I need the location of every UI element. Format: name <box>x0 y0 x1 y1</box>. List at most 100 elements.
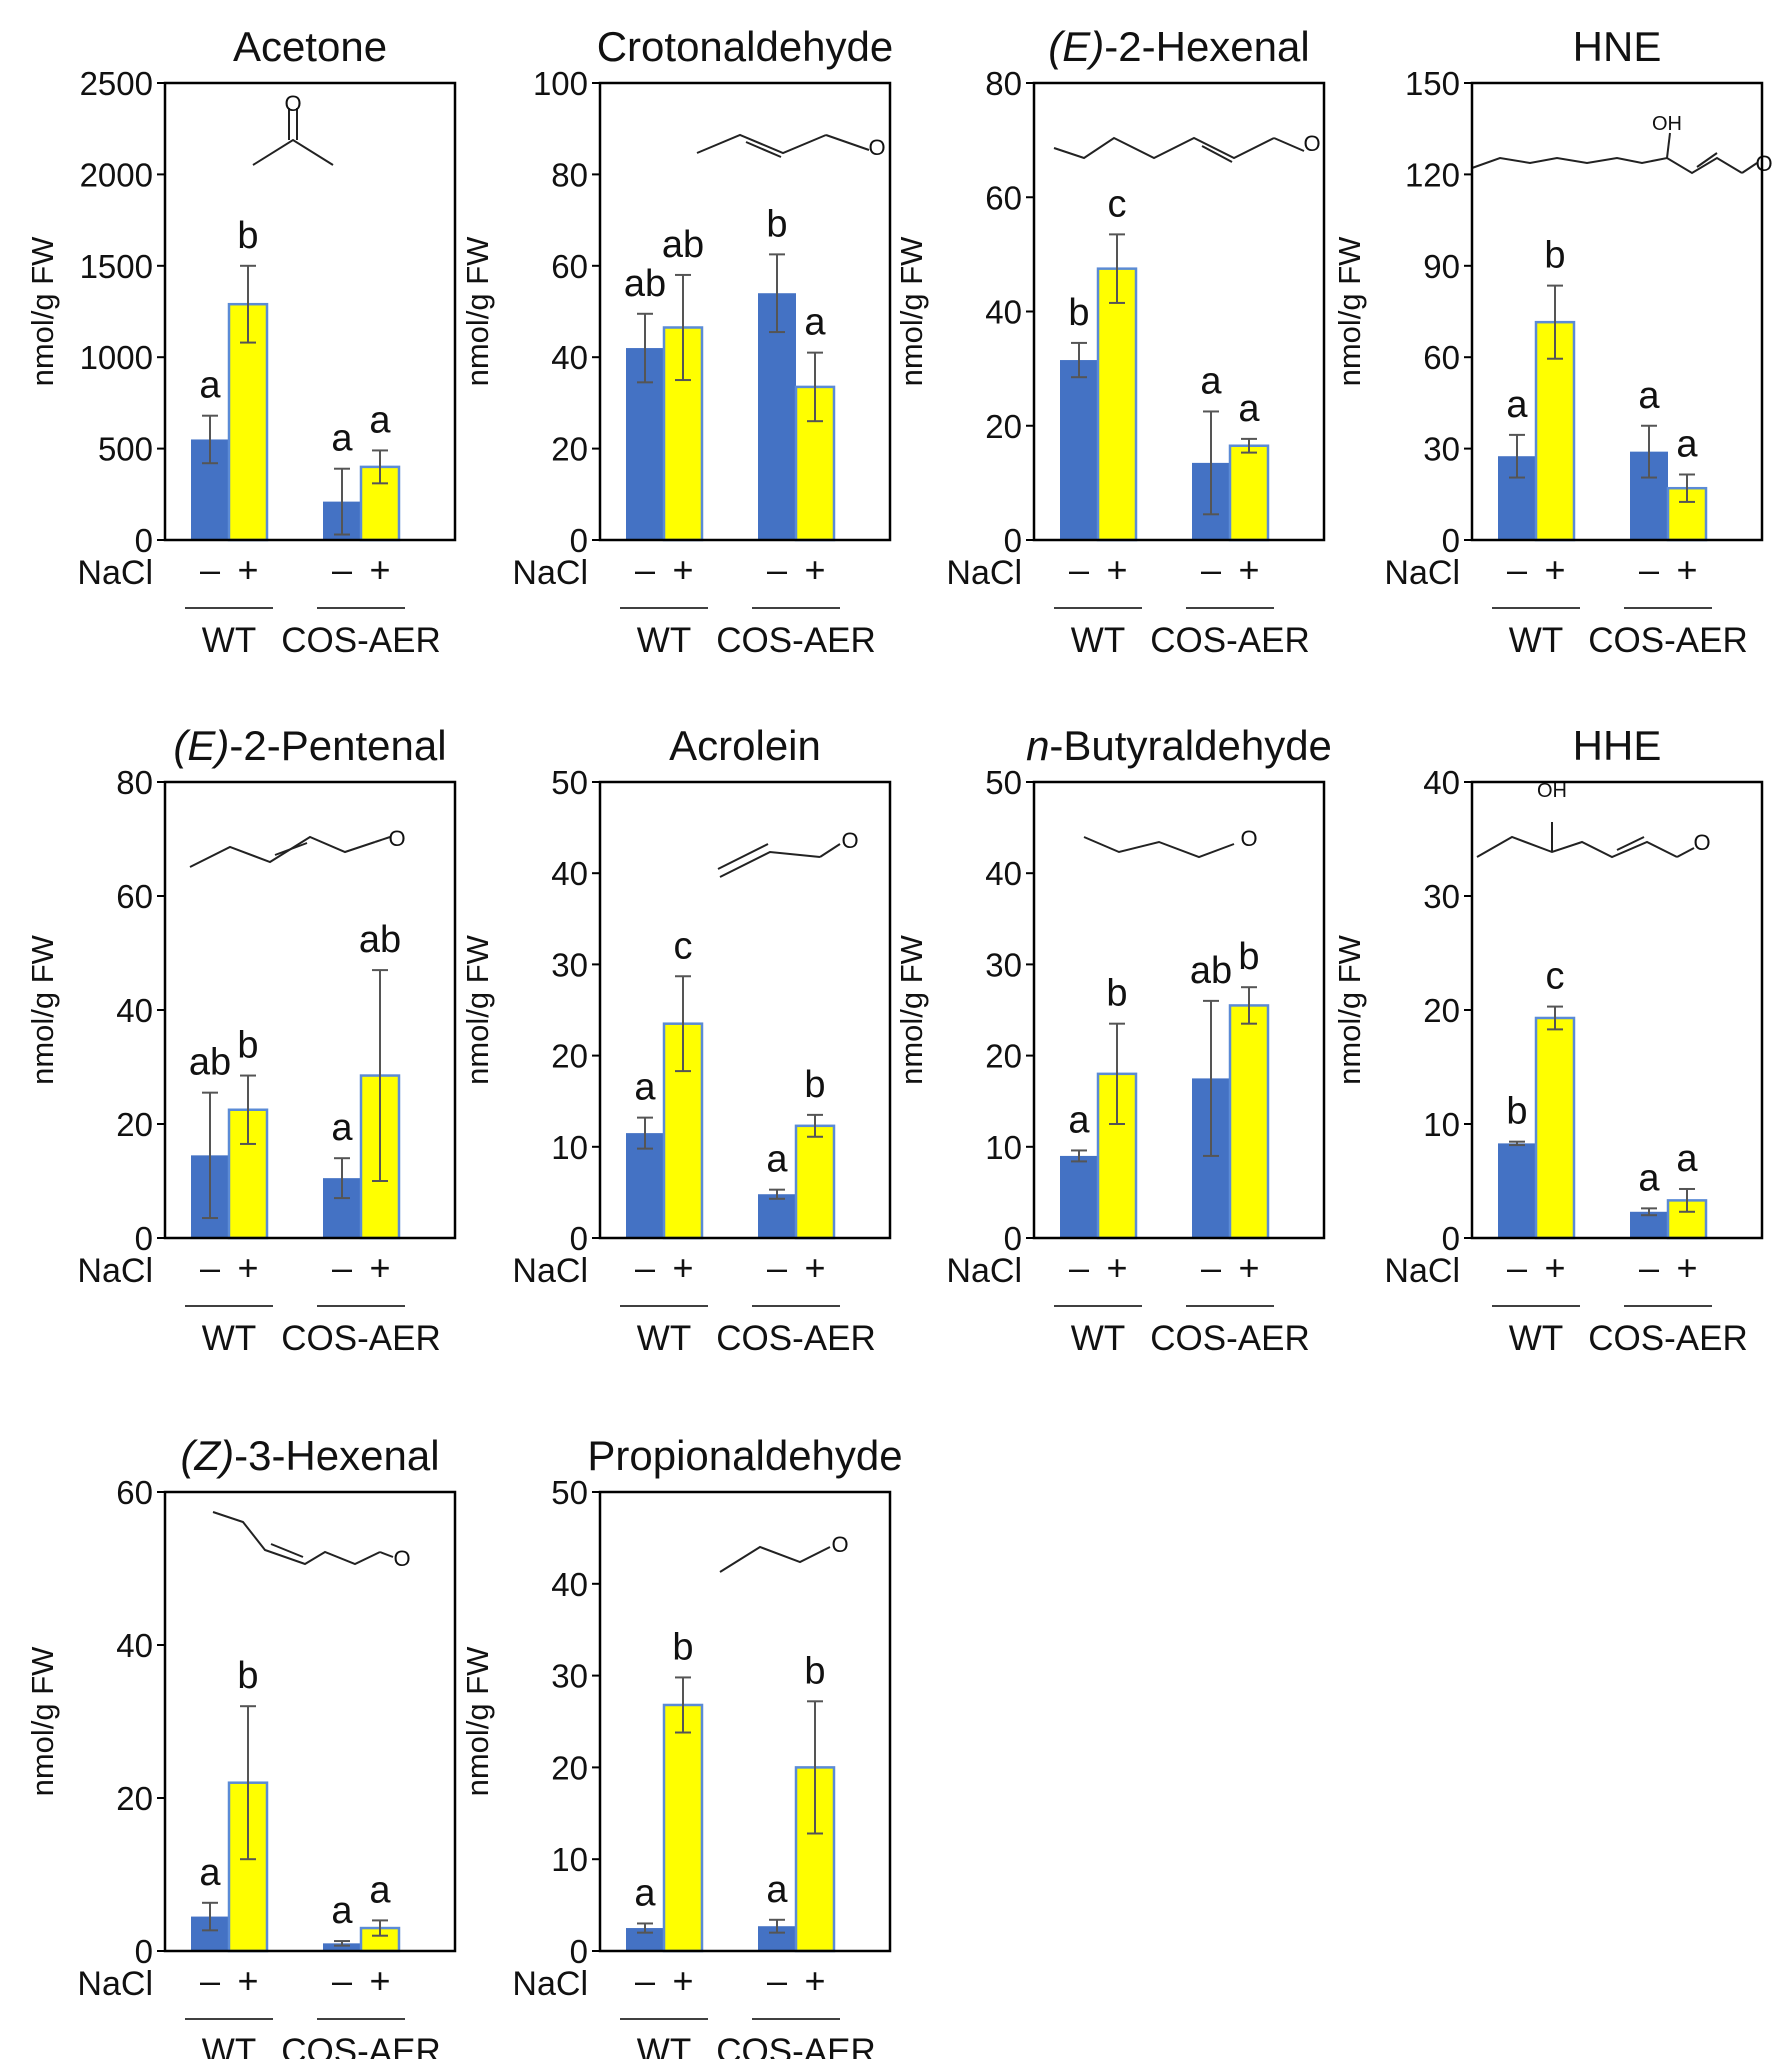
y-axis-label: nmol/g FW <box>460 1646 495 1797</box>
panel-title-text: -3-Hexenal <box>234 1432 439 1479</box>
significance-letter: c <box>1546 956 1565 998</box>
nacl-label: NaCl <box>1384 1252 1460 1290</box>
significance-letter: ab <box>624 263 666 305</box>
y-axis-label: nmol/g FW <box>25 934 60 1085</box>
y-tick-label: 0 <box>1442 522 1460 559</box>
group-label: COS-AER <box>716 1319 875 1358</box>
y-tick-label: 40 <box>551 339 588 376</box>
bond-line <box>719 850 821 878</box>
panel-9: Propionaldehyde Oa b a b 0 10 20 30 40 50 nmol/g FW… <box>460 1432 903 2059</box>
bond-line <box>1471 156 1743 175</box>
nacl-plus-sign: + <box>237 1960 258 2001</box>
bar <box>1228 1004 1270 1240</box>
bar <box>662 1703 704 1953</box>
nacl-plus-sign: + <box>672 1960 693 2001</box>
y-tick-label: 60 <box>985 179 1022 216</box>
panel-title: (Z)-3-Hexenal <box>180 1432 439 1479</box>
y-tick-label: 40 <box>551 855 588 892</box>
bond-line <box>1476 835 1678 859</box>
panel-title-text: -2-Pentenal <box>229 722 446 769</box>
bar <box>1498 1143 1536 1238</box>
molecule-structure: O <box>717 828 859 878</box>
nacl-label: NaCl <box>512 1965 588 2003</box>
nacl-minus-sign: – <box>1639 1247 1659 1288</box>
atom-label: OH <box>1652 113 1682 135</box>
y-tick-label: 0 <box>570 1933 588 1970</box>
bond-line <box>1616 836 1645 851</box>
group-label: COS-AER <box>281 1319 440 1358</box>
bond-line <box>819 843 841 858</box>
panel-title: HHE <box>1573 722 1662 769</box>
y-tick-label: 1500 <box>80 248 153 285</box>
nacl-minus-sign: – <box>1507 549 1527 590</box>
molecule-structure: O <box>252 91 334 166</box>
bar <box>1060 360 1098 540</box>
y-tick-label: 100 <box>533 65 588 102</box>
bond-line <box>717 843 769 870</box>
y-axis-label: nmol/g FW <box>894 236 929 387</box>
y-tick-label: 50 <box>551 764 588 801</box>
significance-letter: ab <box>662 224 704 266</box>
nacl-minus-sign: – <box>767 1960 787 2001</box>
significance-letter: b <box>804 1064 825 1106</box>
nacl-minus-sign: – <box>200 549 220 590</box>
significance-letter: b <box>1506 1091 1527 1133</box>
significance-letter: a <box>1676 1138 1698 1180</box>
nacl-minus-sign: – <box>635 1247 655 1288</box>
bond-line <box>745 141 782 158</box>
y-axis-label: nmol/g FW <box>460 236 495 387</box>
significance-letter: b <box>804 1650 825 1692</box>
y-tick-label: 1000 <box>80 339 153 376</box>
y-tick-label: 40 <box>985 294 1022 331</box>
panel-title-italic: (Z) <box>180 1432 234 1479</box>
group-label: WT <box>1509 621 1563 660</box>
y-tick-label: 0 <box>135 1933 153 1970</box>
y-tick-label: 20 <box>551 431 588 468</box>
plot-frame <box>163 81 457 542</box>
y-tick-label: 0 <box>1004 1220 1022 1257</box>
nacl-minus-sign: – <box>1507 1247 1527 1288</box>
panel-title-text: Acetone <box>233 23 387 70</box>
nacl-minus-sign: – <box>332 1247 352 1288</box>
bond-line <box>1666 132 1671 159</box>
molecule-structure: O <box>1083 826 1258 859</box>
y-tick-label: 0 <box>135 1220 153 1257</box>
y-tick-label: 0 <box>570 1220 588 1257</box>
y-tick-label: 50 <box>985 764 1022 801</box>
molecule-structure: O <box>212 1511 411 1571</box>
nacl-minus-sign: – <box>1069 549 1089 590</box>
panel-title: Propionaldehyde <box>587 1432 902 1479</box>
significance-letter: a <box>331 1890 353 1932</box>
nacl-minus-sign: – <box>767 1247 787 1288</box>
group-label: WT <box>637 1319 691 1358</box>
significance-letter: b <box>237 1655 258 1697</box>
bond-line <box>1273 137 1305 152</box>
y-tick-label: 80 <box>116 764 153 801</box>
significance-letter: a <box>331 418 353 460</box>
panel-title-text: -Butyraldehyde <box>1049 722 1332 769</box>
nacl-plus-sign: + <box>237 549 258 590</box>
y-axis-label: nmol/g FW <box>894 934 929 1085</box>
panel-title-text: Crotonaldehyde <box>597 23 894 70</box>
nacl-plus-sign: + <box>672 1247 693 1288</box>
significance-letter: b <box>237 1025 258 1067</box>
atom-label: O <box>284 91 301 116</box>
nacl-minus-sign: – <box>1069 1247 1089 1288</box>
y-axis-label: nmol/g FW <box>460 934 495 1085</box>
significance-letter: a <box>199 1852 221 1894</box>
y-tick-label: 0 <box>1004 522 1022 559</box>
bond-line <box>374 836 391 843</box>
y-tick-label: 10 <box>985 1129 1022 1166</box>
significance-letter: a <box>1238 388 1260 430</box>
nacl-plus-sign: + <box>1676 1247 1697 1288</box>
panel-title: (E)-2-Pentenal <box>173 722 446 769</box>
nacl-label: NaCl <box>1384 554 1460 592</box>
bar <box>323 1943 361 1951</box>
group-label: WT <box>202 1319 256 1358</box>
panel-title: n-Butyraldehyde <box>1026 722 1332 769</box>
panel-title: Acetone <box>233 23 387 70</box>
